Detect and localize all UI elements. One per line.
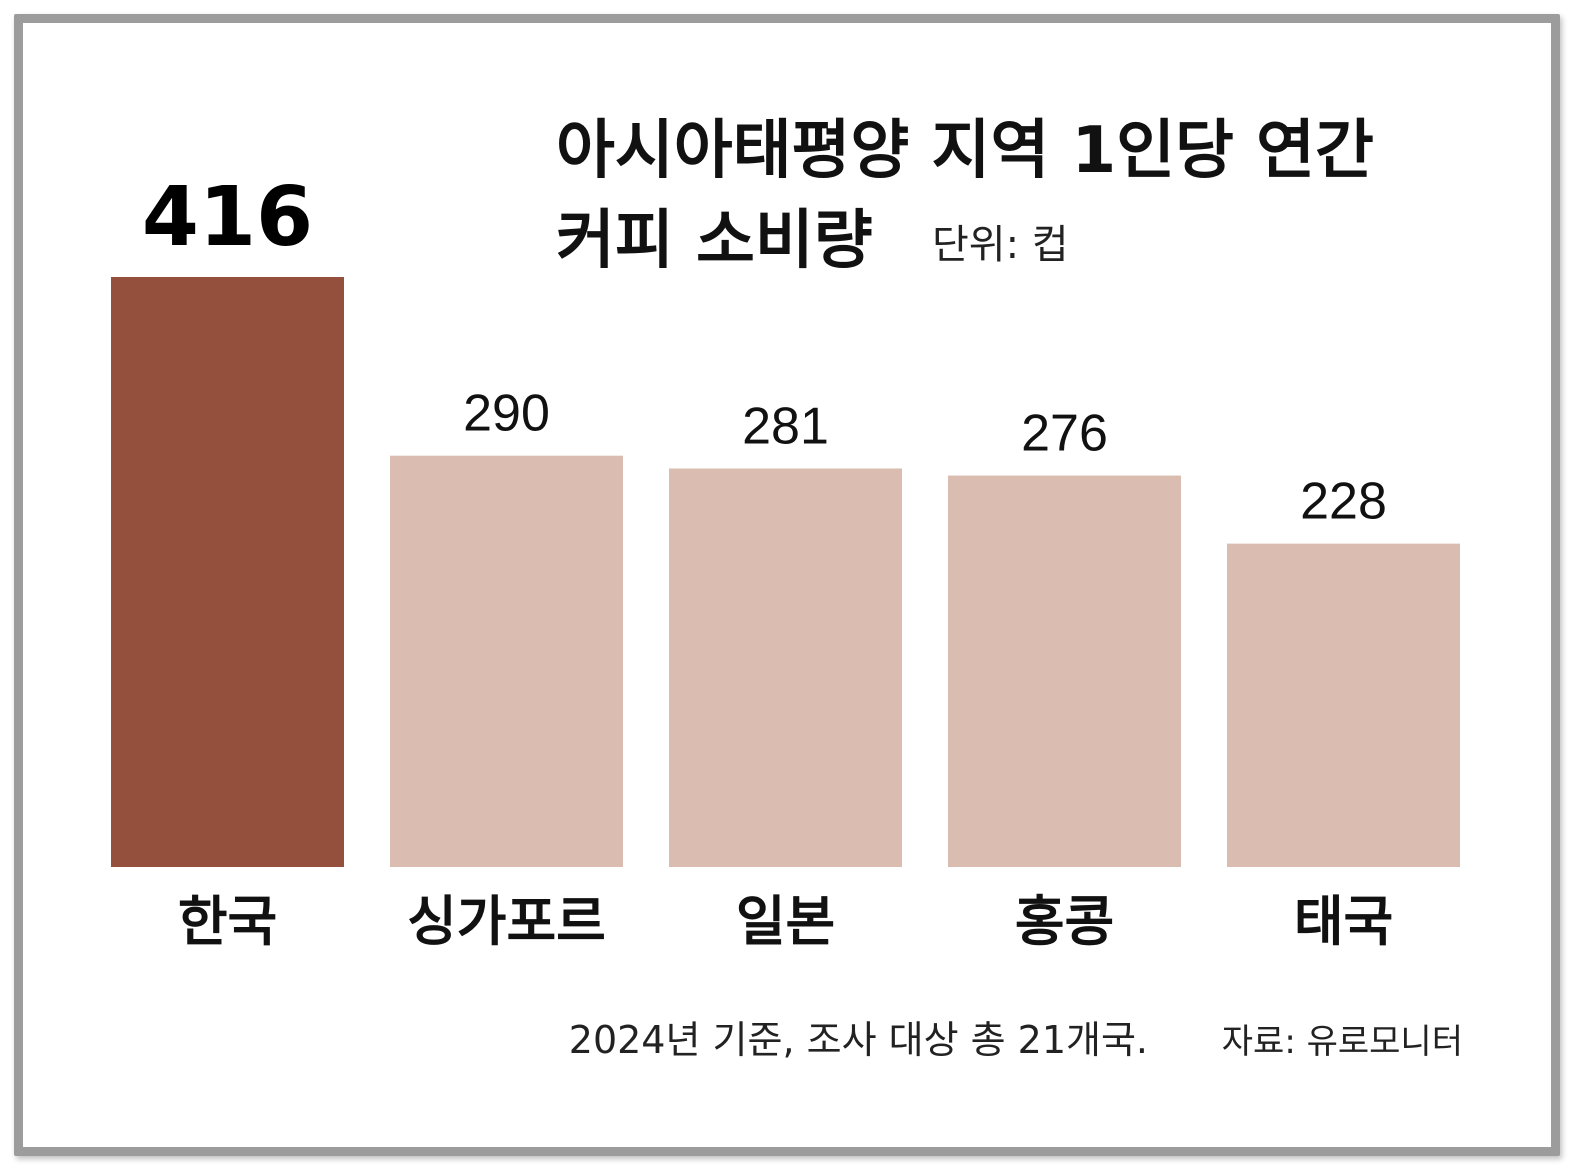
chart-title-line1: 아시아태평양 지역 1인당 연간 [556, 114, 1374, 188]
value-label-3: 281 [742, 397, 829, 455]
value-label-5: 228 [1300, 473, 1387, 531]
chart-title-line2: 커피 소비량 [556, 204, 873, 278]
value-label-1: 416 [142, 170, 313, 265]
bars-group [111, 277, 1460, 867]
source-note: 자료: 유로모니터 [1222, 1022, 1463, 1062]
footnote: 2024년 기준, 조사 대상 총 21개국. [569, 1018, 1148, 1062]
bar-1 [111, 277, 344, 867]
bar-2 [390, 455, 623, 867]
category-label-3: 일본 [736, 890, 835, 953]
value-labels-group: 416 290 281 276 228 [142, 170, 1387, 531]
value-label-4: 276 [1021, 405, 1108, 463]
value-label-2: 290 [463, 385, 550, 443]
category-label-4: 홍콩 [1015, 890, 1114, 953]
category-label-1: 한국 [178, 890, 277, 953]
category-label-2: 싱가포르 [407, 890, 606, 953]
bar-4 [948, 475, 1181, 867]
category-label-5: 태국 [1294, 890, 1393, 953]
category-labels-group: 한국 싱가포르 일본 홍콩 태국 [178, 890, 1393, 953]
unit-label: 단위: 컵 [932, 222, 1069, 268]
bar-5 [1227, 543, 1460, 867]
bar-3 [669, 468, 902, 867]
